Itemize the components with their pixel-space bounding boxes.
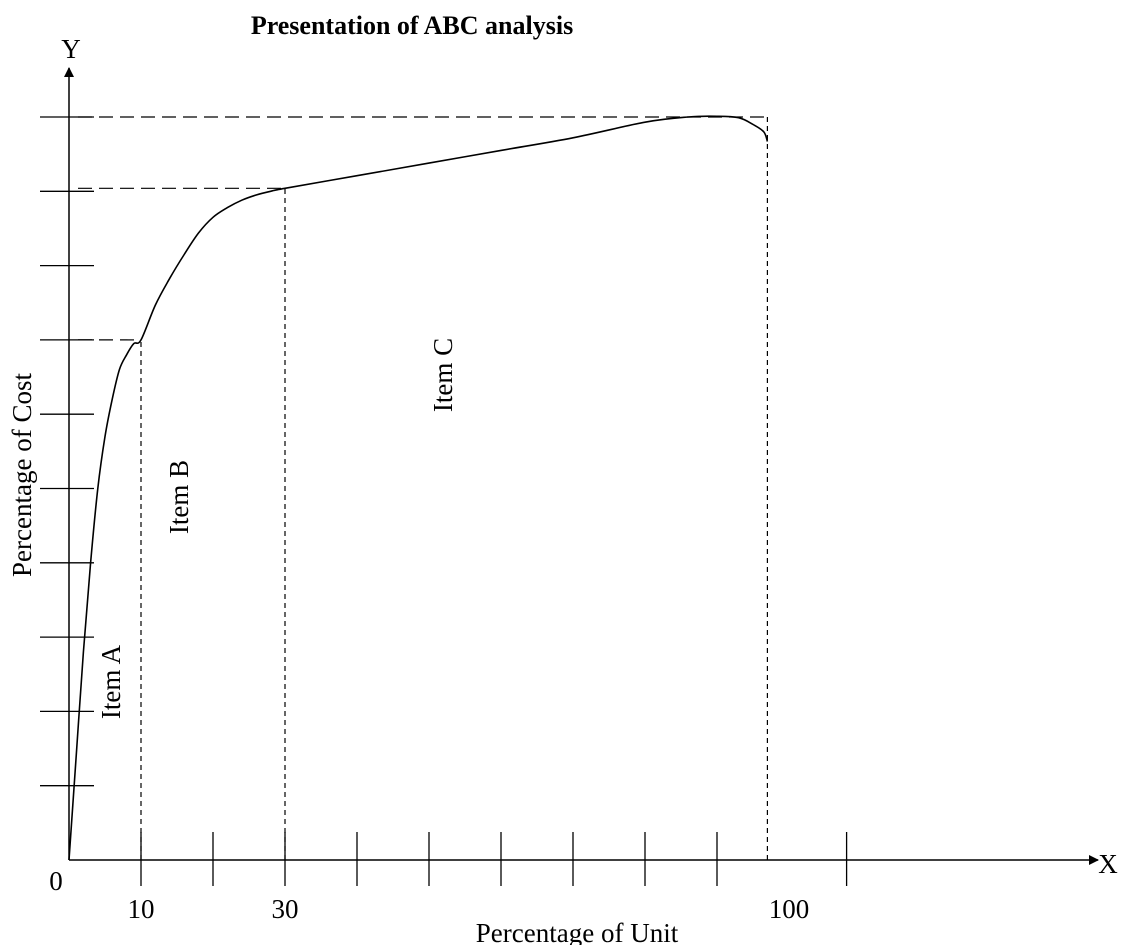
- x-ticks: [140, 832, 848, 886]
- boundary-guides: [78, 116, 769, 860]
- item-a-label: Item A: [96, 644, 126, 719]
- x-tick-labels: 10 30 100: [128, 894, 810, 924]
- chart-title: Presentation of ABC analysis: [251, 11, 573, 40]
- cumulative-cost-curve: [68, 115, 769, 861]
- item-b-label: Item B: [164, 460, 194, 534]
- x-tick-label: 10: [128, 894, 155, 924]
- x-axis-label: Percentage of Unit: [476, 918, 679, 945]
- y-axis-label: Percentage of Cost: [7, 373, 37, 577]
- y-axis-name: Y: [61, 34, 81, 64]
- x-axis-name: X: [1098, 849, 1118, 879]
- y-ticks: [40, 116, 94, 787]
- origin-label: 0: [49, 866, 63, 896]
- x-tick-label: 100: [769, 894, 810, 924]
- item-c-label: Item C: [428, 338, 458, 412]
- x-tick-label: 30: [272, 894, 299, 924]
